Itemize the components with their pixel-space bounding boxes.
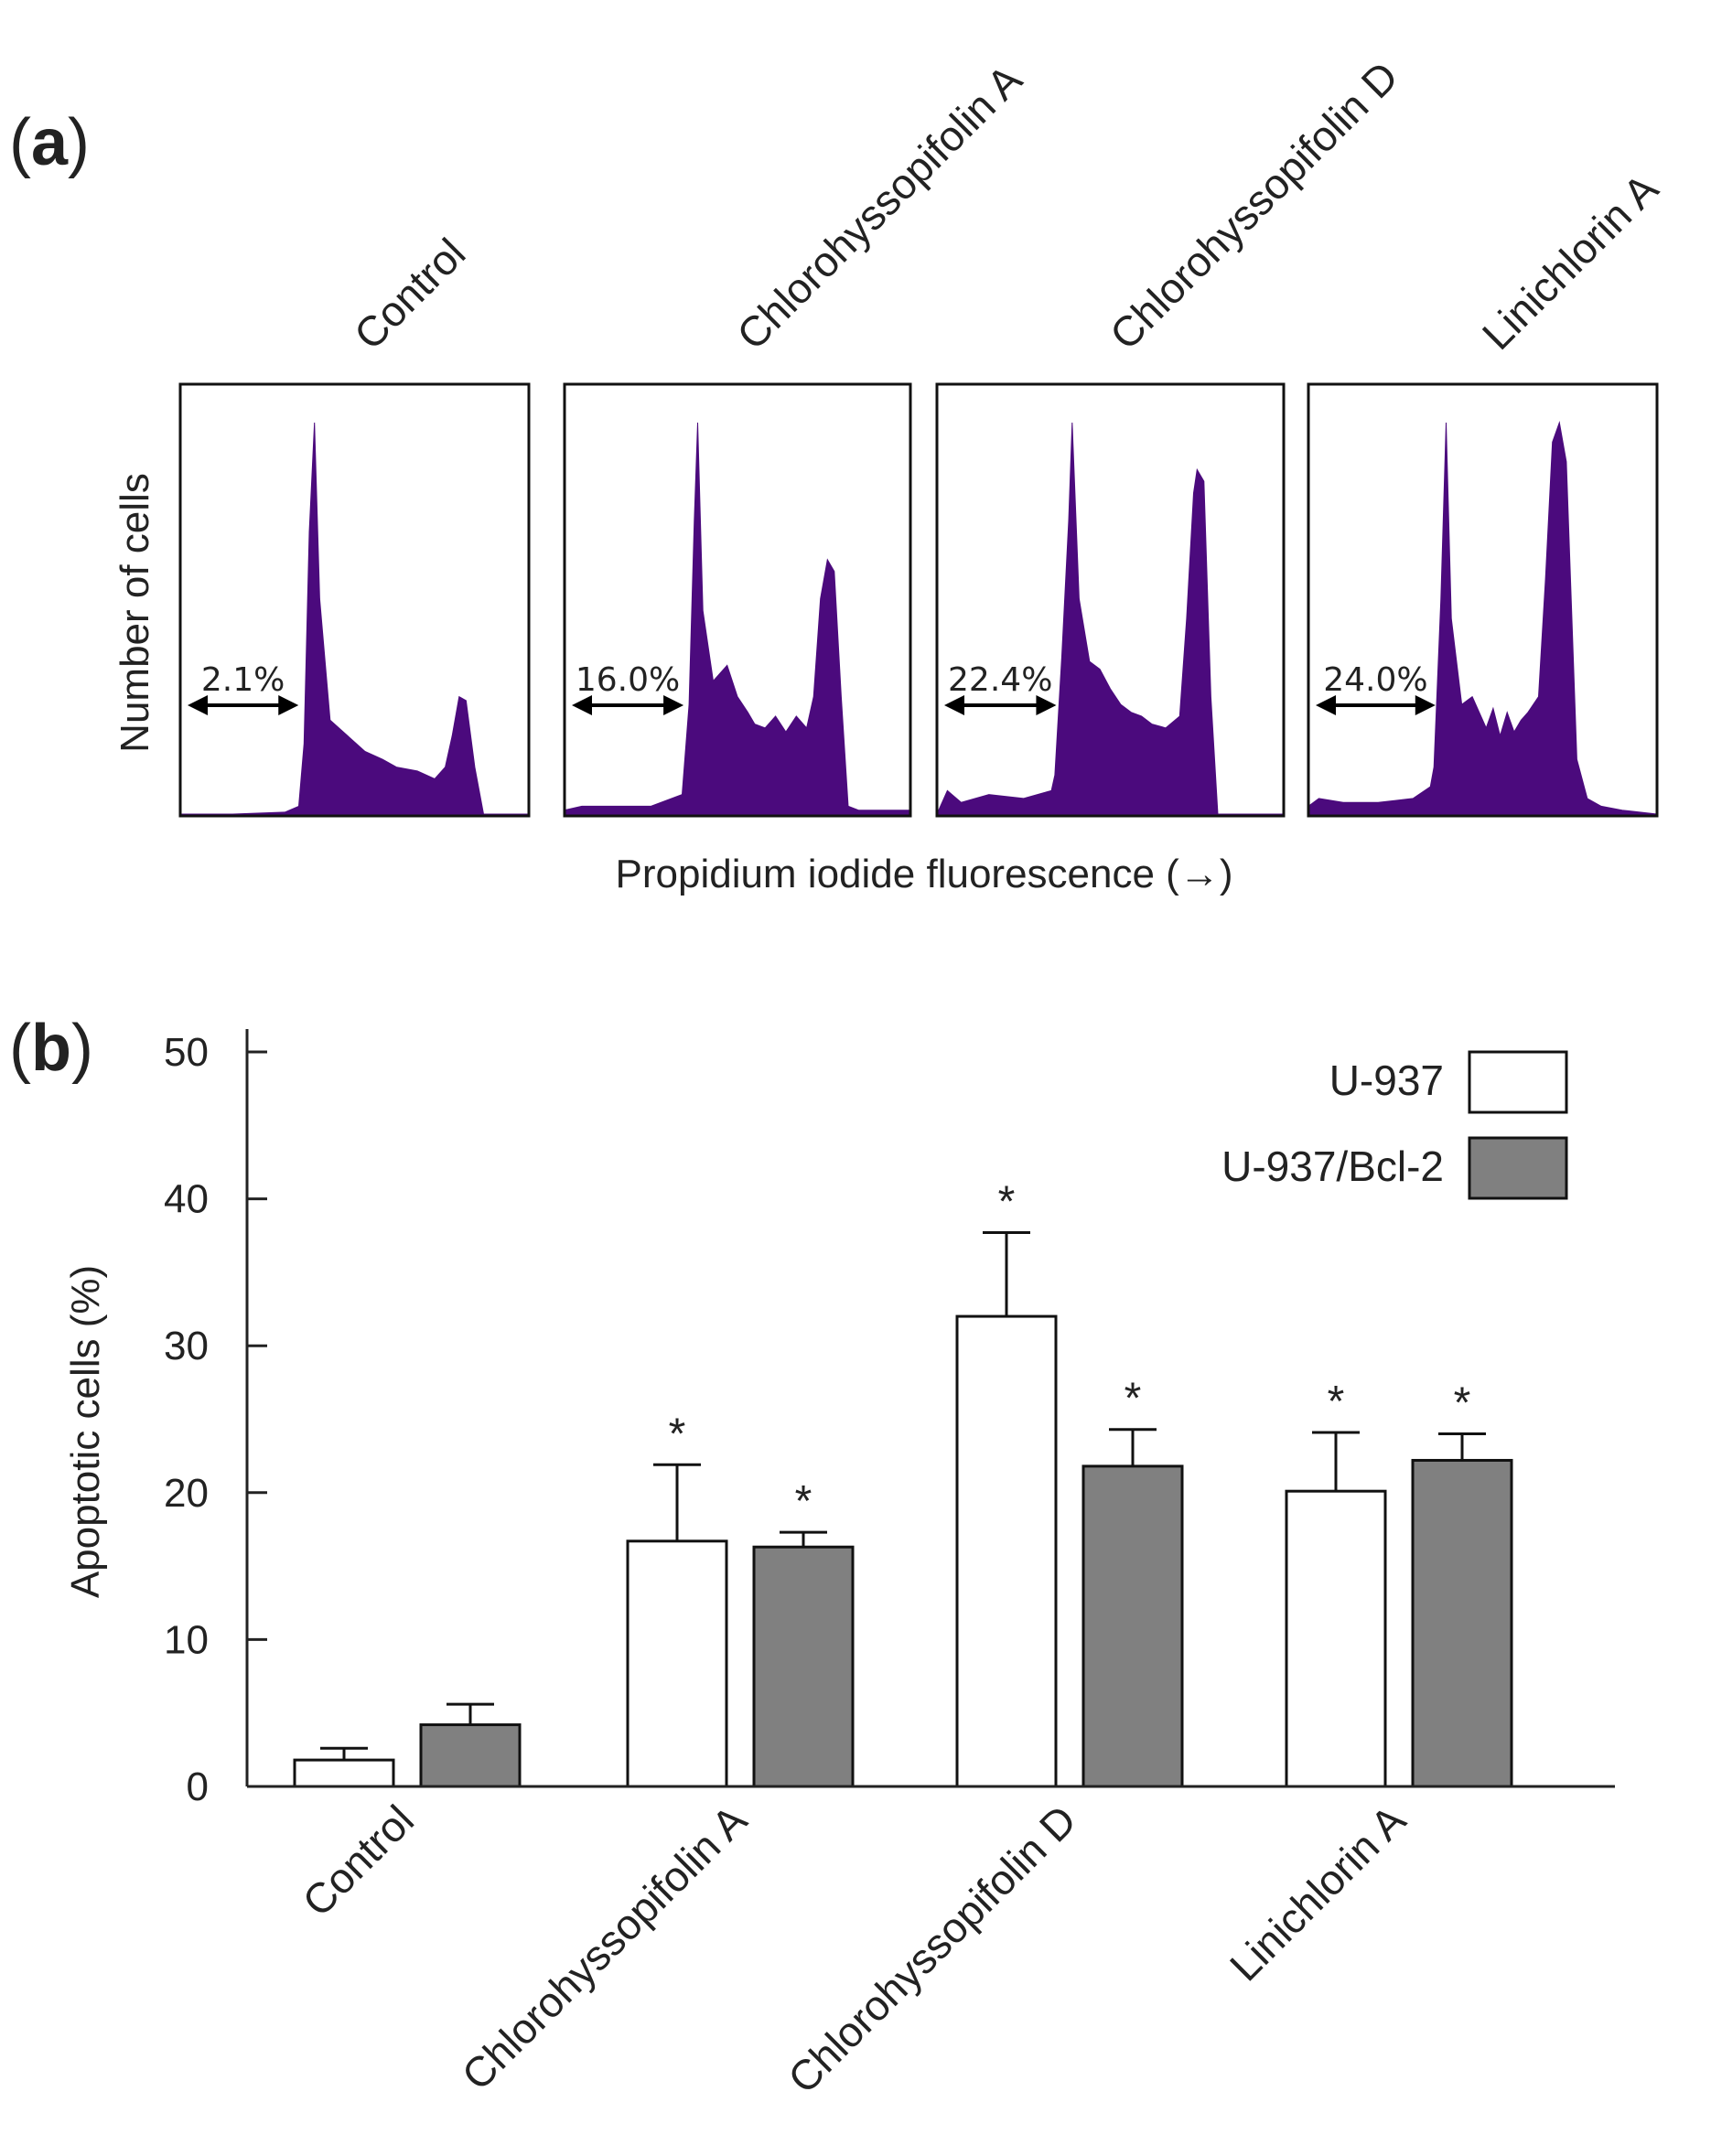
significance-marker: * [795,1477,812,1526]
sub-g1-arrow-right-head [278,695,299,715]
bar-u-937-bcl-2 [752,1545,855,1788]
significance-marker: * [1328,1378,1345,1426]
y-tick-label: 10 [164,1617,209,1662]
bar-u-937-bcl-2 [419,1723,522,1788]
sub-g1-arrow-right-head [1415,695,1436,715]
histogram-title: Chlorohyssopifolin D [1101,52,1407,359]
y-tick-label: 30 [164,1324,209,1368]
significance-marker: * [1454,1379,1471,1428]
histogram-title: Linichlorin A [1473,165,1667,359]
histogram-y-axis-label: Number of cells [113,473,157,753]
sub-g1-percent-label: 22.4% [948,661,1052,699]
histogram-title: Control [345,229,475,359]
histogram-row: Control 2.1% Chlorohyssopifolin A 16.0% Chlo… [178,52,1667,818]
x-tick-label-chlorohyssopifolin-d: Chlorohyssopifolin D [779,1796,1085,2102]
legend: U-937 U-937/Bcl-2 [1221,1050,1568,1200]
bar-group-control [293,1702,522,1788]
sub-g1-percent-label: 16.0% [576,661,680,699]
histogram-area [1307,421,1658,815]
x-tick-label-chlorohyssopifolin-a: Chlorohyssopifolin A [453,1796,757,2099]
histogram-area [564,422,911,815]
bar-u-937-bcl-2 [1411,1458,1513,1788]
sub-g1-arrow-right-head [663,695,684,715]
bar-x-axis: Control Chlorohyssopifolin A Chlorohyssopi… [247,1785,1615,2102]
histogram-frame [935,382,1286,818]
bar-u-937 [955,1314,1058,1788]
bar-u-937-bcl-2 [1081,1464,1184,1788]
histogram-area [936,422,1284,815]
histogram-frame [1307,382,1659,818]
panel-a: (a) Number of cells Control 2.1% Chlorohys… [9,52,1667,896]
significance-marker: * [998,1178,1016,1227]
bar-y-axis: 0 10 20 30 40 50 [164,1029,267,1809]
x-tick-label-control: Control [293,1796,423,1925]
sub-g1-arrow-left-head [572,695,592,715]
bar-u-937 [626,1539,728,1788]
histogram-x-axis-label: Propidium iodide fluorescence (→) [616,852,1233,896]
legend-item-u-937-bcl-2: U-937/Bcl-2 [1221,1136,1568,1200]
y-tick-label: 20 [164,1471,209,1516]
bar-group-linichlorin-a: * * [1285,1378,1513,1788]
legend-swatch [1468,1050,1568,1114]
histogram-title: Chlorohyssopifolin A [727,55,1031,359]
significance-marker: * [1125,1375,1142,1423]
significance-marker: * [669,1410,686,1458]
histogram-area [180,422,529,815]
legend-label: U-937 [1329,1057,1444,1104]
sub-g1-percent-label: 2.1% [201,661,285,699]
y-tick-label: 40 [164,1177,209,1222]
sub-g1-arrow-left-head [944,695,964,715]
sub-g1-percent-label: 24.0% [1323,661,1427,699]
bar-y-axis-label: Apoptotic cells (%) [63,1265,108,1598]
bar-series: **** * * [293,1178,1513,1788]
bar-group-chlorohyssopifolin-a: ** [626,1410,855,1788]
panel-b-label: (b) [9,1012,93,1085]
bar-u-937 [1285,1489,1387,1788]
bar-group-chlorohyssopifolin-d: ** [955,1178,1184,1788]
histogram-control: Control 2.1% [178,229,531,818]
legend-swatch [1468,1136,1568,1200]
sub-g1-arrow-right-head [1036,695,1057,715]
histogram-chlorohyssopifolin-d: Chlorohyssopifolin D 22.4% [935,52,1407,818]
sub-g1-arrow-left-head [188,695,208,715]
histogram-frame [178,382,531,818]
sub-g1-arrow-left-head [1316,695,1336,715]
y-tick-label: 50 [164,1030,209,1075]
x-tick-label-linichlorin-a: Linichlorin A [1221,1796,1415,1990]
bar-u-937 [293,1758,395,1788]
legend-label: U-937/Bcl-2 [1221,1142,1444,1190]
panel-a-label: (a) [9,106,90,179]
legend-item-u-937: U-937 [1329,1050,1568,1114]
y-tick-label: 0 [187,1764,209,1809]
histogram-frame [563,382,912,818]
histogram-linichlorin-a: Linichlorin A 24.0% [1307,165,1667,818]
